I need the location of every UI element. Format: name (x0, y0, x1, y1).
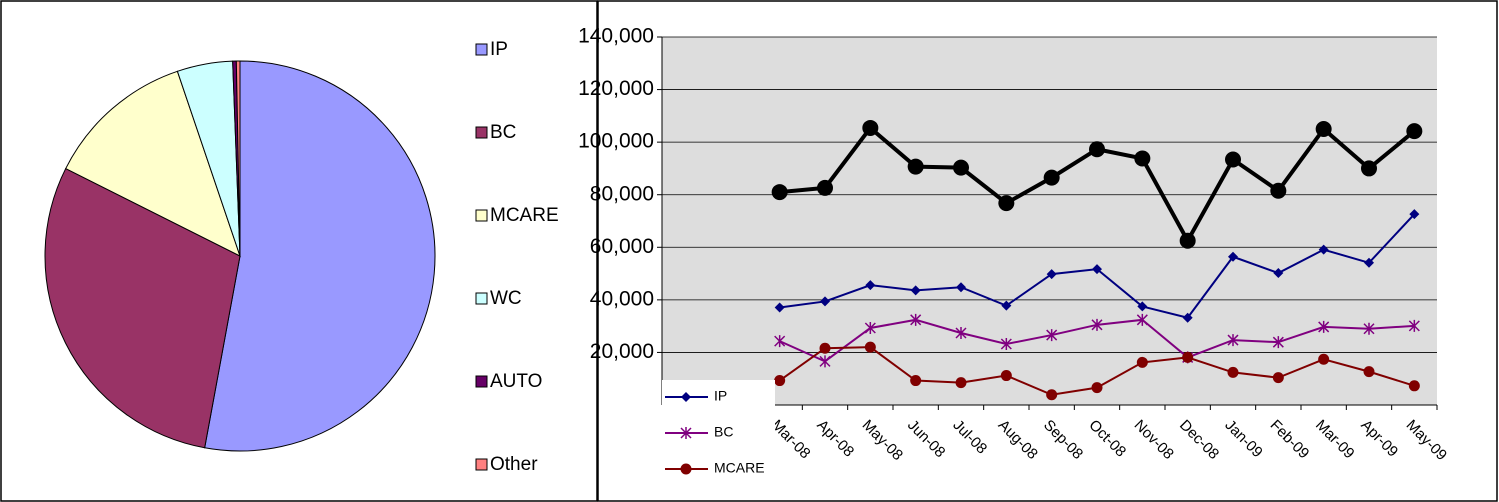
point (1406, 123, 1423, 140)
pie-slice (44, 167, 241, 449)
point (910, 285, 921, 296)
point (1363, 322, 1375, 335)
point (864, 341, 876, 353)
point (1046, 329, 1058, 342)
point (1137, 301, 1148, 312)
point (819, 355, 831, 368)
point (1364, 257, 1374, 268)
point (1363, 366, 1375, 378)
point (1000, 338, 1012, 351)
legend-label: BC (490, 122, 516, 143)
point (1091, 382, 1103, 394)
point (1046, 269, 1057, 280)
y-tick-label: 40,000 (590, 287, 654, 310)
point (820, 296, 830, 307)
point (1182, 351, 1194, 363)
point (1179, 232, 1196, 249)
legend-label: BC (714, 424, 733, 440)
legend-label: Other (490, 454, 538, 475)
point (862, 119, 879, 136)
point (681, 392, 691, 402)
point (1227, 366, 1239, 378)
pie-slice (65, 70, 241, 257)
point (907, 158, 924, 175)
y-tick-label: 60,000 (590, 235, 654, 258)
legend-label: AUTO (490, 371, 542, 392)
point (1318, 353, 1330, 365)
legend-swatch (475, 458, 488, 471)
point (774, 335, 786, 348)
pie-slice (204, 60, 436, 452)
point (1408, 319, 1420, 332)
point (865, 280, 876, 291)
point (1361, 160, 1377, 177)
point (1225, 151, 1241, 168)
y-tick-label: 80,000 (590, 182, 654, 205)
legend-label: IP (490, 39, 508, 60)
point (1228, 251, 1238, 262)
point (1092, 264, 1102, 275)
point (1001, 300, 1012, 311)
point (1182, 312, 1193, 323)
point (680, 427, 692, 439)
legend-label: WC (490, 288, 522, 309)
point (819, 342, 831, 354)
point (910, 375, 922, 387)
point (1227, 334, 1239, 347)
legend-box (662, 380, 775, 500)
point (1318, 320, 1330, 333)
legend-label: MCARE (490, 205, 559, 226)
point (1000, 370, 1012, 382)
y-tick-label: 120,000 (578, 77, 654, 100)
point (1270, 182, 1287, 199)
legend-label: MCARE (714, 460, 765, 476)
y-tick-label: 100,000 (578, 130, 654, 153)
point (956, 282, 966, 293)
legend-label: IP (714, 388, 727, 404)
legend-swatch (475, 126, 488, 139)
legend-swatch (475, 375, 488, 388)
legend-swatch (475, 209, 488, 222)
pie-slice (235, 60, 241, 257)
point (1272, 372, 1284, 384)
legend-swatch (475, 43, 488, 56)
point (955, 377, 967, 389)
point (1136, 313, 1148, 326)
point (680, 463, 692, 475)
point (864, 321, 876, 334)
point (1318, 244, 1329, 255)
point (774, 375, 786, 387)
point (955, 326, 967, 339)
point (1136, 356, 1148, 368)
legend-swatch (475, 292, 488, 305)
point (1409, 209, 1420, 220)
y-tick-label: 140,000 (578, 25, 654, 48)
point (1134, 150, 1151, 167)
point (1043, 169, 1060, 186)
point (1272, 336, 1284, 349)
point (1273, 268, 1284, 279)
point (953, 159, 969, 176)
point (1408, 380, 1420, 392)
point (910, 313, 922, 326)
y-tick-label: 20,000 (590, 340, 654, 363)
point (1315, 121, 1332, 137)
point (817, 179, 833, 196)
point (774, 302, 785, 313)
point (1091, 318, 1103, 331)
point (998, 195, 1015, 212)
point (1089, 141, 1105, 158)
point (771, 184, 788, 201)
plot-area (662, 37, 1437, 405)
point (1046, 389, 1058, 401)
